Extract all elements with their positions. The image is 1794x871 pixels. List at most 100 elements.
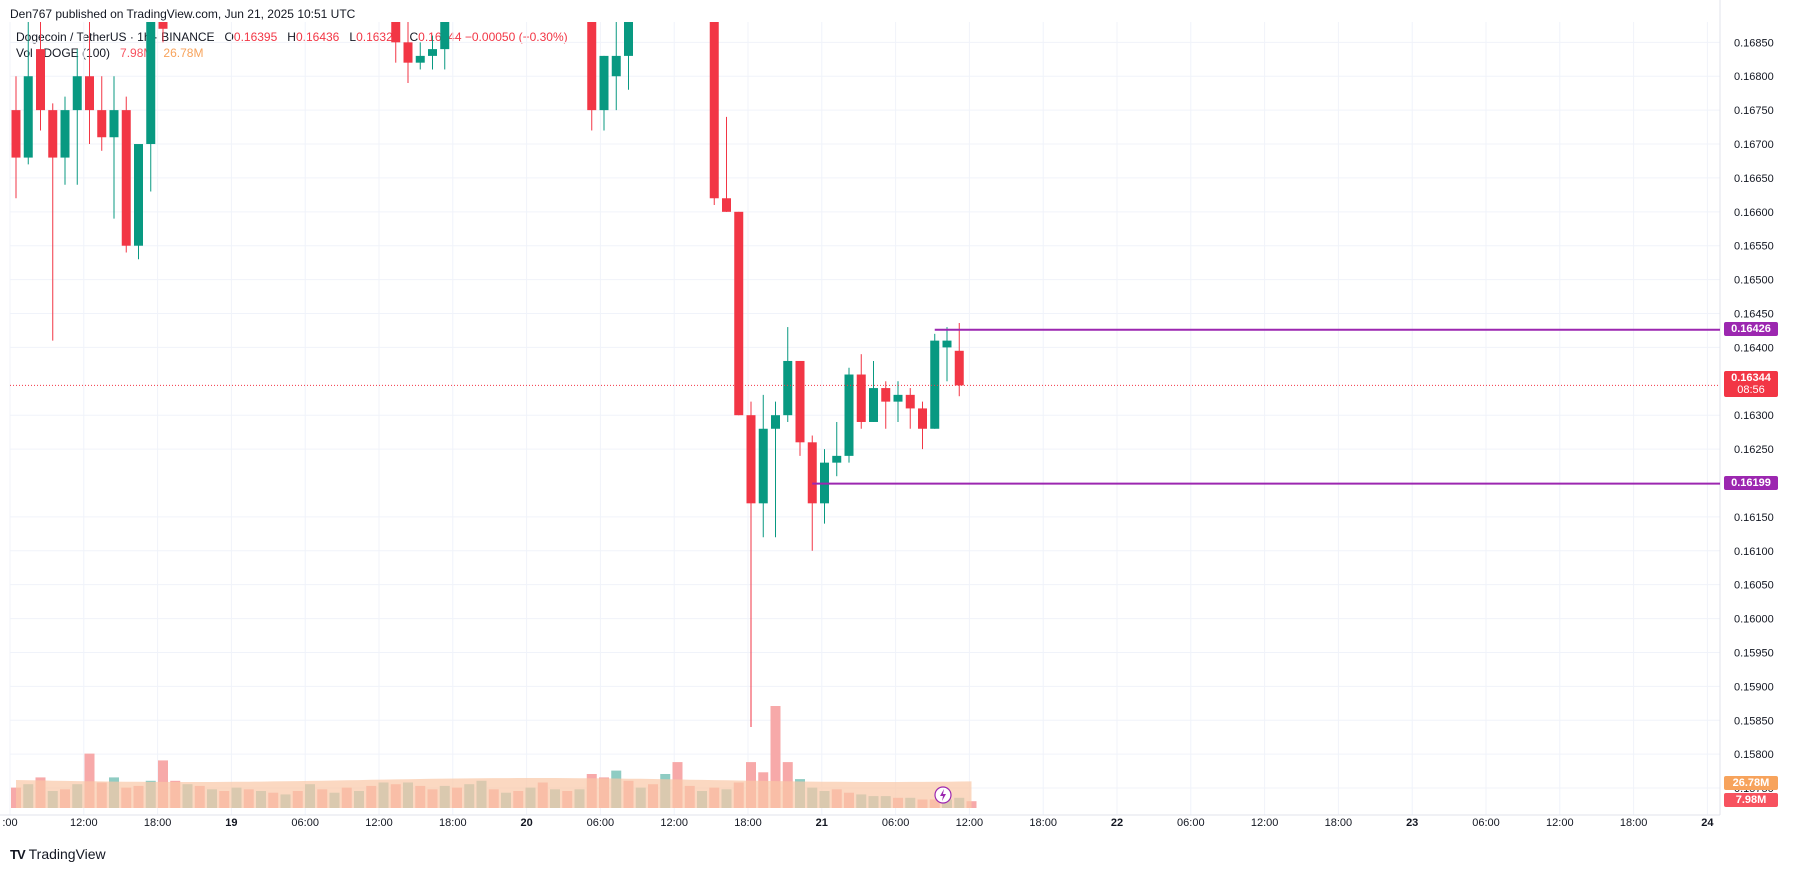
tradingview-logo-icon: TV xyxy=(10,846,26,862)
open-value: 0.16395 xyxy=(233,30,278,44)
x-tick-label: 12:00 xyxy=(956,817,984,829)
candle-body xyxy=(60,110,70,158)
candle-body xyxy=(158,22,168,29)
candle-body xyxy=(832,455,842,463)
x-tick-label: 23 xyxy=(1406,817,1418,829)
y-tick-label: 0.16650 xyxy=(1734,173,1774,185)
x-tick-label: 19 xyxy=(225,817,237,829)
candle-body xyxy=(23,76,33,158)
low-label: L xyxy=(349,30,357,44)
candle-body xyxy=(746,415,756,504)
y-tick-label: 0.16850 xyxy=(1734,37,1774,49)
symbol-title[interactable]: Dogecoin / TetherUS · 1h · BINANCE xyxy=(16,30,215,44)
candle-body xyxy=(587,22,597,111)
x-tick-label: 18:00 xyxy=(1620,817,1648,829)
candle-body xyxy=(624,22,633,56)
x-tick-label: 12:00 xyxy=(1251,817,1279,829)
candle-body xyxy=(869,388,878,422)
x-tick-label: :00 xyxy=(2,817,17,829)
candle-body xyxy=(893,394,903,402)
alert-bolt-glyph-icon xyxy=(940,789,946,801)
y-tick-label: 0.16550 xyxy=(1734,241,1774,253)
x-tick-label: 06:00 xyxy=(1177,817,1205,829)
candle-body xyxy=(403,42,413,63)
candle-body xyxy=(856,374,866,422)
volume-bar xyxy=(84,753,95,808)
y-tick-label: 0.15850 xyxy=(1734,715,1774,727)
close-label: C xyxy=(409,30,419,44)
x-tick-label: 21 xyxy=(816,817,828,829)
candle-body xyxy=(905,394,915,409)
y-tick-label: 0.15900 xyxy=(1734,681,1774,693)
current-price-value: 0.16344 xyxy=(1731,372,1771,385)
y-tick-label: 0.15950 xyxy=(1734,647,1774,659)
candle-body xyxy=(722,198,731,212)
y-tick-label: 0.15800 xyxy=(1734,749,1774,761)
candle-body xyxy=(758,428,768,504)
candle-body xyxy=(97,110,107,138)
x-tick-label: 06:00 xyxy=(882,817,910,829)
y-tick-label: 0.16300 xyxy=(1734,410,1774,422)
y-tick-label: 0.16600 xyxy=(1734,207,1774,219)
candle-body xyxy=(428,49,437,56)
x-tick-label: 12:00 xyxy=(660,817,688,829)
tradingview-brand[interactable]: TV TradingView xyxy=(10,846,106,862)
candle-body xyxy=(942,340,952,348)
brand-name: TradingView xyxy=(28,846,106,862)
y-tick-label: 0.16500 xyxy=(1734,275,1774,287)
x-tick-label: 06:00 xyxy=(1472,817,1500,829)
high-value: 0.16436 xyxy=(295,30,340,44)
candle-body xyxy=(881,388,891,402)
published-by: Den767 published on TradingView.com, Jun… xyxy=(10,7,356,21)
x-tick-label: 06:00 xyxy=(291,817,319,829)
x-tick-label: 18:00 xyxy=(439,817,467,829)
volume-ma-value: 26.78M xyxy=(163,46,204,60)
candle-body xyxy=(85,76,94,111)
y-tick-label: 0.16700 xyxy=(1734,139,1774,151)
ohlc-legend: Dogecoin / TetherUS · 1h · BINANCE O0.16… xyxy=(16,30,568,44)
candle-body xyxy=(918,408,927,429)
high-label: H xyxy=(287,30,296,44)
x-tick-label: 06:00 xyxy=(587,817,615,829)
candle-body xyxy=(954,350,964,386)
y-tick-label: 0.16750 xyxy=(1734,105,1774,117)
candle-body xyxy=(48,110,58,158)
candle-body xyxy=(440,22,450,50)
y-tick-label: 0.16000 xyxy=(1734,614,1774,626)
x-tick-label: 12:00 xyxy=(70,817,98,829)
candle-body xyxy=(121,110,131,246)
x-tick-label: 24 xyxy=(1701,817,1714,829)
candle-body xyxy=(783,360,793,416)
candle-body xyxy=(930,340,940,429)
x-tick-label: 20 xyxy=(520,817,532,829)
y-tick-label: 0.16100 xyxy=(1734,546,1774,558)
candle-body xyxy=(599,55,609,111)
low-value: 0.16328 xyxy=(356,30,400,44)
x-tick-label: 22 xyxy=(1111,817,1123,829)
change-value: −0.00050 (−0.30%) xyxy=(464,30,568,44)
candle-body xyxy=(109,110,119,138)
candle-body xyxy=(734,211,744,416)
candle-body xyxy=(709,22,719,199)
candle-body xyxy=(807,442,817,504)
current-price-tag: 0.16344 08:56 xyxy=(1724,371,1778,398)
candle-body xyxy=(72,76,82,111)
y-tick-label: 0.16150 xyxy=(1734,512,1774,524)
candle-body xyxy=(771,415,780,429)
y-tick-label: 0.16400 xyxy=(1734,342,1774,354)
lower-level-price-tag: 0.16199 xyxy=(1724,475,1778,490)
volume-ma-area xyxy=(16,778,972,808)
x-tick-label: 18:00 xyxy=(1029,817,1057,829)
volume-value: 7.98M xyxy=(120,46,154,60)
x-tick-label: 18:00 xyxy=(734,817,762,829)
y-tick-label: 0.16800 xyxy=(1734,71,1774,83)
close-value: 0.16344 xyxy=(418,30,462,44)
volume-ma-tag: 26.78M xyxy=(1724,776,1778,790)
x-tick-label: 18:00 xyxy=(144,817,172,829)
candle-body xyxy=(11,110,21,158)
y-tick-label: 0.16050 xyxy=(1734,580,1774,592)
open-label: O xyxy=(224,30,234,44)
candle-body xyxy=(146,22,156,145)
candle-body xyxy=(134,144,143,246)
